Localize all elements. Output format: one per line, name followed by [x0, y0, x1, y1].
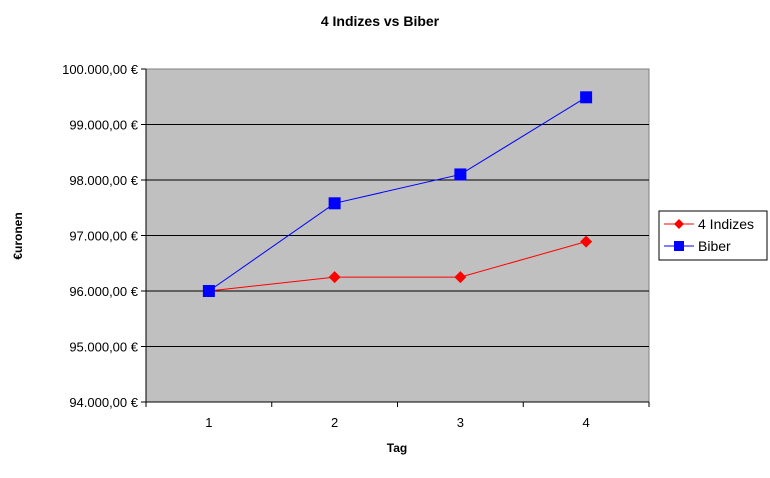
y-tick-label: 100.000,00 € — [62, 62, 139, 77]
chart-title: 4 Indizes vs Biber — [321, 13, 440, 29]
y-tick-label: 94.000,00 € — [69, 395, 138, 410]
data-point-square — [328, 197, 341, 210]
x-axis: 1 2 3 4 — [145, 401, 650, 430]
data-point-square — [454, 168, 467, 181]
y-axis: 94.000,00 € 95.000,00 € 96.000,00 € 97.000,… — [62, 62, 147, 410]
legend-marker-diamond — [674, 219, 684, 229]
y-tick-label: 98.000,00 € — [69, 173, 138, 188]
x-axis-label: Tag — [387, 441, 407, 455]
x-tick-label: 3 — [457, 415, 464, 430]
y-tick-label: 95.000,00 € — [69, 340, 138, 355]
legend-label: Biber — [698, 238, 731, 254]
series-line — [208, 96, 587, 292]
y-tick-label: 97.000,00 € — [69, 229, 138, 244]
data-point-square — [580, 91, 593, 104]
legend-label: 4 Indizes — [698, 216, 754, 232]
data-point-diamond — [328, 271, 341, 284]
data-point-diamond — [580, 235, 593, 248]
gridlines — [146, 124, 649, 347]
series-group — [202, 91, 593, 297]
x-tick-label: 1 — [205, 415, 212, 430]
legend-box — [658, 210, 768, 261]
y-tick-label: 96.000,00 € — [69, 284, 138, 299]
data-point-diamond — [454, 271, 467, 284]
data-point-square — [202, 285, 215, 297]
series-line — [208, 241, 587, 292]
legend-marker-square — [674, 241, 684, 251]
y-axis-label: €uronen — [11, 212, 25, 259]
y-tick-label: 99.000,00 € — [69, 118, 138, 133]
x-tick-label: 4 — [583, 415, 590, 430]
x-tick-label: 2 — [331, 415, 338, 430]
legend: 4 Indizes Biber — [658, 210, 768, 261]
